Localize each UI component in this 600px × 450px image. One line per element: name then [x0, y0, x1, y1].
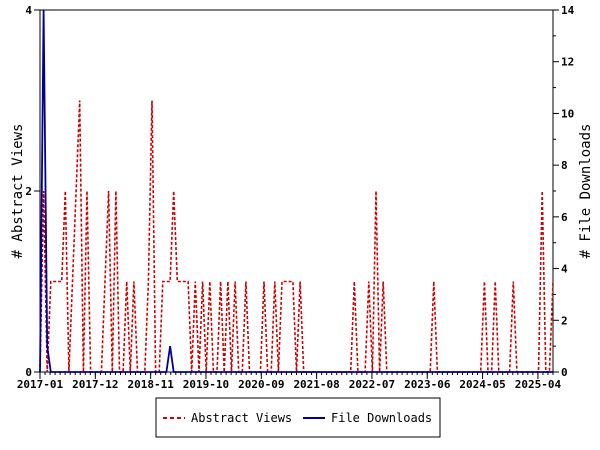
x-tick-label: 2020-09 — [238, 378, 284, 391]
legend-label-abstract-views: Abstract Views — [191, 411, 292, 425]
x-axis: 2017-01 2017-12 2018-11 2019-10 2020-09 2021-… — [17, 372, 562, 391]
x-tick-label: 2019-10 — [183, 378, 229, 391]
plot-area — [39, 9, 554, 373]
y-right-tick-label: 8 — [561, 159, 568, 172]
right-axis: 0 2 4 6 8 10 12 14 — [553, 4, 575, 379]
x-tick-label: 2023-06 — [404, 378, 451, 391]
y-axis-right-title: # File Downloads — [578, 124, 594, 259]
y-right-tick-label: 4 — [561, 263, 568, 276]
legend: Abstract Views File Downloads — [155, 397, 441, 438]
y-left-tick-label: 2 — [25, 185, 32, 198]
y-right-tick-label: 14 — [561, 4, 575, 17]
y-right-tick-label: 0 — [561, 366, 568, 379]
y-left-tick-label: 4 — [25, 4, 32, 17]
y-right-tick-label: 6 — [561, 211, 568, 224]
x-tick-label: 2017-01 — [17, 378, 64, 391]
y-right-tick-label: 2 — [561, 314, 568, 327]
left-axis: 0 2 4 — [25, 4, 40, 379]
x-tick-label: 2021-08 — [293, 378, 339, 391]
y-left-tick-label: 0 — [25, 366, 32, 379]
x-tick-label: 2024-05 — [459, 378, 505, 391]
x-tick-label: 2022-07 — [349, 378, 395, 391]
y-axis-left-title: # Abstract Views — [10, 124, 26, 259]
legend-label-file-downloads: File Downloads — [331, 411, 432, 425]
x-tick-label: 2025-04 — [515, 378, 562, 391]
x-tick-label: 2017-12 — [72, 378, 118, 391]
y-right-tick-label: 10 — [561, 107, 574, 120]
y-right-tick-label: 12 — [561, 56, 574, 69]
x-tick-label: 2018-11 — [127, 378, 174, 391]
legend-box — [155, 397, 441, 438]
